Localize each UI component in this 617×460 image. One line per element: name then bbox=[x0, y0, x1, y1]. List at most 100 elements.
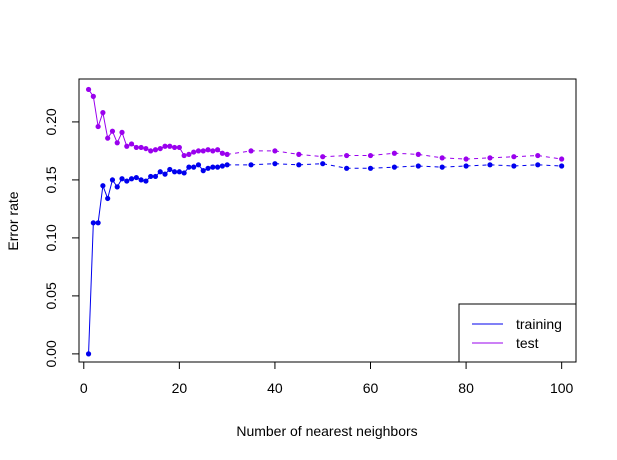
point-training bbox=[296, 162, 302, 168]
point-test bbox=[487, 155, 493, 161]
point-test bbox=[205, 147, 211, 153]
point-training bbox=[487, 162, 493, 168]
point-training bbox=[367, 165, 374, 171]
point-test bbox=[181, 152, 187, 159]
point-test bbox=[210, 148, 216, 154]
point-test bbox=[186, 151, 192, 157]
point-test bbox=[105, 135, 111, 141]
point-training bbox=[344, 165, 350, 171]
x-axis: 0 20 40 60 80 100 bbox=[80, 361, 574, 396]
point-test bbox=[391, 150, 398, 156]
point-training bbox=[176, 169, 182, 175]
point-training bbox=[219, 163, 225, 169]
point-test bbox=[344, 152, 350, 159]
point-training bbox=[463, 163, 469, 169]
point-training bbox=[320, 161, 326, 167]
point-test bbox=[415, 151, 421, 157]
point-training bbox=[195, 162, 202, 168]
point-training bbox=[124, 178, 130, 184]
point-training bbox=[133, 174, 139, 181]
point-training bbox=[248, 162, 254, 168]
y-tick-label: 0.15 bbox=[43, 166, 59, 193]
point-training bbox=[90, 220, 96, 226]
point-test bbox=[119, 129, 125, 135]
point-test bbox=[138, 144, 144, 151]
series-line-training bbox=[88, 164, 228, 354]
point-test bbox=[157, 145, 163, 152]
y-axis-label: Error rate bbox=[5, 191, 21, 250]
point-training bbox=[114, 184, 120, 190]
point-test bbox=[152, 147, 159, 153]
point-test bbox=[176, 144, 182, 151]
point-test bbox=[272, 148, 278, 154]
x-tick-label: 40 bbox=[267, 380, 283, 396]
point-test bbox=[167, 143, 173, 149]
point-test bbox=[171, 144, 178, 151]
point-test bbox=[90, 93, 96, 99]
x-axis-label: Number of nearest neighbors bbox=[236, 423, 417, 439]
point-training bbox=[148, 173, 154, 180]
point-test bbox=[143, 145, 149, 152]
point-training bbox=[128, 176, 135, 182]
point-training bbox=[143, 178, 149, 184]
point-training bbox=[214, 164, 221, 170]
y-tick-label: 0.05 bbox=[43, 282, 59, 309]
point-test bbox=[439, 155, 445, 161]
point-training bbox=[152, 173, 159, 180]
x-tick-label: 100 bbox=[550, 380, 574, 396]
point-test bbox=[109, 128, 116, 134]
legend: training test bbox=[458, 303, 577, 363]
point-test bbox=[219, 150, 225, 156]
point-training bbox=[162, 171, 168, 177]
point-training bbox=[272, 161, 278, 167]
point-training bbox=[95, 220, 101, 226]
point-training bbox=[391, 164, 398, 170]
point-test bbox=[195, 148, 202, 154]
point-training bbox=[511, 163, 517, 169]
point-test bbox=[114, 140, 120, 146]
point-training bbox=[171, 169, 178, 175]
point-training bbox=[157, 169, 163, 175]
x-tick-label: 80 bbox=[458, 380, 474, 396]
point-test bbox=[85, 86, 92, 93]
point-test bbox=[162, 143, 168, 149]
point-test bbox=[128, 141, 135, 147]
legend-label-training: training bbox=[516, 316, 562, 332]
point-training bbox=[167, 166, 173, 173]
point-test bbox=[535, 152, 541, 159]
point-test bbox=[296, 151, 302, 157]
point-training bbox=[85, 351, 92, 357]
series-layer bbox=[85, 86, 565, 357]
point-training bbox=[205, 165, 211, 171]
legend-label-test: test bbox=[516, 335, 539, 351]
point-test bbox=[148, 148, 154, 154]
point-training bbox=[439, 164, 445, 170]
point-training bbox=[105, 195, 111, 202]
point-training bbox=[559, 163, 565, 169]
point-training bbox=[210, 164, 216, 170]
point-training bbox=[200, 168, 206, 174]
point-test bbox=[214, 147, 221, 153]
point-training bbox=[109, 177, 116, 183]
point-test bbox=[191, 149, 197, 155]
point-training bbox=[535, 162, 541, 168]
point-training bbox=[119, 176, 125, 182]
point-test bbox=[224, 151, 230, 157]
y-tick-label: 0.20 bbox=[43, 108, 59, 135]
point-test bbox=[95, 123, 101, 130]
point-training bbox=[138, 177, 144, 183]
point-test bbox=[559, 156, 565, 162]
point-test bbox=[248, 148, 254, 154]
point-test bbox=[100, 110, 106, 116]
point-training bbox=[100, 183, 106, 189]
x-tick-label: 0 bbox=[80, 380, 88, 396]
y-axis: 0.00 0.05 0.10 0.15 0.20 bbox=[43, 108, 80, 368]
y-tick-label: 0.10 bbox=[43, 224, 59, 251]
point-training bbox=[186, 164, 192, 170]
point-test bbox=[511, 154, 517, 160]
point-test bbox=[463, 156, 469, 162]
point-training bbox=[191, 164, 197, 170]
series-line-test bbox=[88, 89, 228, 157]
x-tick-label: 60 bbox=[363, 380, 379, 396]
